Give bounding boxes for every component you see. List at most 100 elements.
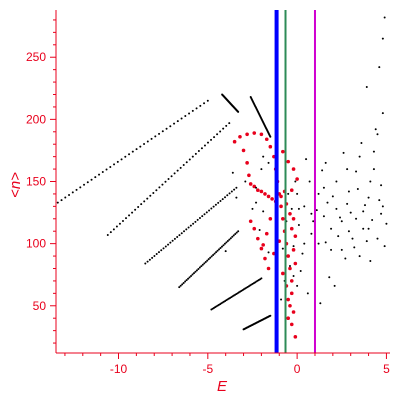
data-point bbox=[188, 112, 191, 115]
data-point bbox=[252, 131, 257, 135]
data-point bbox=[200, 147, 203, 150]
data-point bbox=[292, 245, 295, 248]
data-point bbox=[233, 188, 236, 191]
data-point bbox=[219, 130, 222, 133]
axes: -10 -5 0 5 50 100 150 200 250 bbox=[26, 10, 390, 376]
data-point bbox=[75, 188, 78, 191]
data-point bbox=[203, 213, 206, 216]
data-point bbox=[308, 180, 311, 183]
data-point bbox=[324, 241, 327, 244]
data-point bbox=[291, 310, 296, 314]
data-point bbox=[376, 237, 379, 240]
data-point bbox=[135, 148, 138, 151]
data-point bbox=[289, 322, 294, 327]
data-point bbox=[121, 219, 124, 222]
data-point bbox=[270, 197, 274, 201]
data-point bbox=[134, 208, 137, 211]
data-point bbox=[263, 256, 267, 261]
data-point bbox=[259, 189, 264, 194]
data-point bbox=[139, 145, 142, 148]
data-point bbox=[203, 102, 206, 105]
data-point bbox=[262, 155, 265, 158]
data-point bbox=[181, 283, 184, 286]
data-point bbox=[306, 292, 309, 295]
data-point bbox=[355, 170, 358, 173]
data-point bbox=[235, 196, 238, 199]
data-point bbox=[116, 160, 119, 163]
data-point bbox=[146, 197, 149, 200]
data-point bbox=[125, 217, 128, 220]
data-point bbox=[164, 180, 167, 183]
y-tick-label: 150 bbox=[26, 175, 46, 189]
data-point bbox=[296, 192, 299, 195]
data-point bbox=[280, 298, 283, 301]
plot-area bbox=[56, 10, 388, 353]
data-point bbox=[195, 107, 198, 110]
data-point bbox=[146, 260, 149, 263]
data-point bbox=[90, 178, 93, 181]
data-point bbox=[291, 167, 296, 171]
data-point bbox=[335, 180, 338, 183]
data-point bbox=[208, 209, 211, 212]
data-point bbox=[171, 239, 174, 242]
data-point bbox=[184, 280, 187, 283]
data-point bbox=[297, 207, 300, 210]
data-point bbox=[358, 155, 361, 158]
data-point bbox=[317, 242, 320, 245]
data-point bbox=[252, 226, 257, 231]
data-point bbox=[281, 216, 285, 221]
data-point bbox=[235, 186, 238, 189]
data-point bbox=[351, 237, 354, 240]
data-point bbox=[184, 115, 187, 118]
data-point bbox=[301, 252, 304, 255]
data-point bbox=[194, 152, 197, 155]
data-point bbox=[86, 181, 89, 184]
data-point bbox=[206, 259, 209, 262]
data-point bbox=[226, 239, 229, 242]
data-point bbox=[131, 211, 134, 214]
data-point bbox=[158, 132, 161, 135]
data-point bbox=[317, 192, 320, 195]
data-point bbox=[383, 16, 386, 19]
data-point bbox=[310, 212, 313, 215]
y-tick-label: 250 bbox=[26, 50, 46, 64]
data-point bbox=[210, 138, 213, 141]
data-point bbox=[346, 168, 349, 171]
data-point bbox=[291, 216, 296, 221]
data-point bbox=[216, 249, 219, 252]
data-point bbox=[169, 125, 172, 128]
data-point bbox=[299, 269, 302, 272]
data-point bbox=[335, 207, 338, 210]
data-point bbox=[201, 215, 204, 218]
data-point bbox=[260, 277, 263, 280]
data-point bbox=[161, 130, 164, 133]
data-point bbox=[293, 261, 298, 266]
data-point bbox=[167, 243, 170, 246]
data-point bbox=[260, 168, 263, 171]
data-point bbox=[326, 201, 329, 204]
data-point bbox=[124, 155, 127, 158]
data-point bbox=[154, 135, 157, 138]
data-point bbox=[279, 194, 283, 199]
data-point bbox=[178, 234, 181, 237]
data-point bbox=[213, 252, 216, 255]
data-point bbox=[286, 316, 290, 321]
data-point bbox=[269, 314, 272, 317]
data-point bbox=[212, 253, 215, 256]
data-point bbox=[344, 257, 347, 260]
data-point bbox=[219, 246, 222, 249]
data-point bbox=[365, 86, 368, 89]
data-point bbox=[312, 220, 315, 223]
data-point bbox=[173, 122, 176, 125]
data-point bbox=[185, 228, 188, 231]
data-point bbox=[340, 220, 343, 223]
data-point bbox=[268, 216, 273, 221]
data-point bbox=[288, 303, 292, 308]
data-point bbox=[238, 134, 242, 139]
data-point bbox=[365, 240, 368, 243]
data-point bbox=[338, 216, 341, 219]
data-point bbox=[109, 165, 112, 168]
data-point bbox=[372, 150, 375, 153]
data-point bbox=[182, 281, 185, 284]
data-point bbox=[187, 277, 190, 280]
